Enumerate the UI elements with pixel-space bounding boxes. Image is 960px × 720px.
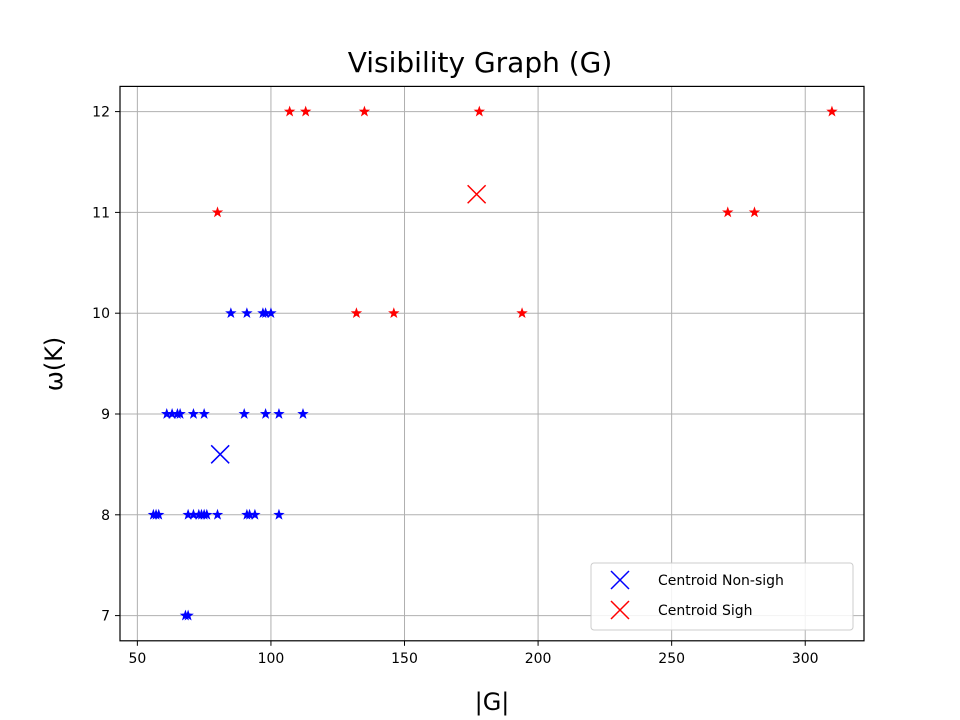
data-point-star — [259, 307, 272, 319]
data-point-star — [273, 408, 285, 419]
data-point-star — [182, 508, 194, 520]
x-tick-label: 200 — [525, 651, 552, 667]
y-tick-label: 12 — [92, 105, 110, 121]
y-tick-label: 11 — [92, 205, 110, 221]
data-point-star — [388, 307, 400, 319]
data-point-star — [297, 408, 309, 419]
legend-marker — [610, 600, 630, 620]
y-tick-label: 10 — [92, 306, 110, 322]
data-point-star — [187, 508, 200, 520]
plot-area-frame — [119, 85, 865, 642]
data-point-star — [265, 307, 277, 319]
data-point-star — [238, 408, 250, 419]
centroid-marker — [467, 184, 487, 204]
data-point-star — [299, 105, 312, 117]
data-point-star — [198, 408, 210, 419]
centroid-marker — [210, 444, 230, 464]
legend-entry: Centroid Sigh — [658, 603, 753, 619]
data-point-star — [161, 408, 173, 419]
data-point-star — [259, 408, 272, 419]
data-point-star — [249, 508, 261, 520]
data-point-star — [350, 307, 363, 319]
legend-marker — [610, 570, 630, 590]
axis-ticks: 50 100 150 200 250 300 7 8 9 10 11 12 — [92, 105, 818, 667]
data-point-star — [748, 206, 761, 218]
data-point-star — [473, 105, 486, 117]
data-point-star — [243, 508, 256, 520]
data-point-star — [201, 508, 213, 520]
x-tick-label: 100 — [258, 651, 285, 667]
x-tick-label: 250 — [658, 651, 685, 667]
data-point-star — [283, 105, 296, 117]
data-point-star — [182, 609, 194, 621]
x-tick-label: 150 — [391, 651, 418, 667]
data-point-star — [722, 206, 734, 218]
data-point-star — [187, 408, 200, 419]
y-tick-label: 9 — [101, 407, 110, 423]
x-tick-label: 50 — [128, 651, 146, 667]
y-axis-label: ω(K) — [40, 337, 68, 392]
data-point-star — [358, 105, 371, 117]
data-point-star — [174, 408, 186, 419]
data-point-star — [166, 408, 178, 419]
legend-entry: Centroid Non-sigh — [658, 573, 784, 589]
data-point-star — [225, 307, 237, 319]
data-point-star — [826, 105, 838, 117]
x-tick-label: 300 — [792, 651, 819, 667]
y-tick-label: 7 — [101, 609, 110, 625]
data-point-star — [516, 307, 528, 319]
chart-title: Visibility Graph (G) — [348, 46, 613, 79]
y-tick-label: 8 — [101, 508, 110, 524]
data-point-star — [273, 508, 285, 520]
data-point-star — [211, 206, 224, 218]
data-point-star — [241, 307, 253, 319]
x-axis-label: |G| — [475, 688, 510, 716]
data-point-star — [211, 508, 224, 520]
legend: Centroid Non-sigh Centroid Sigh — [590, 562, 854, 631]
legend-box — [590, 562, 854, 631]
data-points — [147, 105, 838, 621]
data-point-star — [153, 508, 165, 520]
